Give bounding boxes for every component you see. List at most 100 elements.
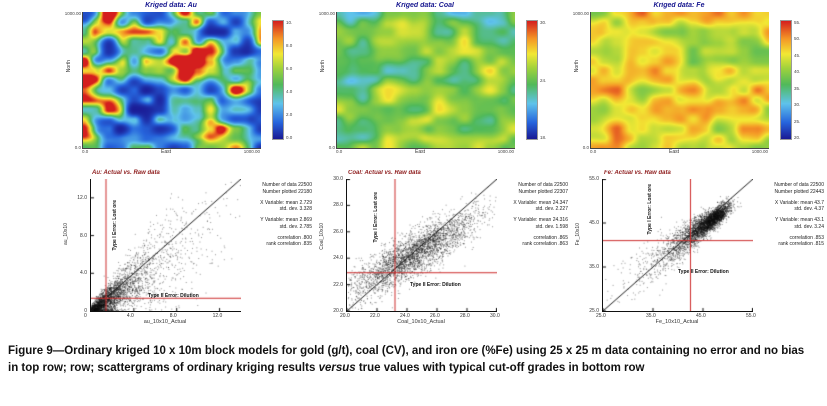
colorbar-tick-label: 8.0 [286, 43, 293, 48]
kriged-map-panel-2: Kriged data: Coal North 1000.00 0.0 30. 24. 18… [312, 2, 560, 158]
stats-line: Number of data 22500 [518, 182, 568, 188]
map-body: North 1000.00 0.0 55. 50. 45. 40. 35. 30. 25. 20. [566, 11, 814, 150]
scatter-title: Fe: Actual vs. Raw data [604, 170, 671, 176]
scatter-y-axis-label: au_10x10 [63, 223, 69, 245]
scatter-x-ticks: 0 4.0 8.0 12.0 [84, 312, 246, 319]
map-x-min-tick: 0.0 [590, 149, 597, 154]
scatter-x-tick-label: 55.0 [746, 313, 756, 319]
colorbar-tick-label: 10. [286, 20, 293, 25]
scatter-x-ticks: 25.0 35.0 45.0 55.0 [596, 312, 758, 319]
scatter-x-tick-label: 45.0 [696, 313, 706, 319]
stats-line: X Variable: mean 43.7 [774, 199, 824, 206]
map-body: North 1000.00 0.0 10. 8.0 6.0 4.0 2.0 0.0 [58, 11, 306, 150]
scattergram-panel-3: Fe: Actual vs. Raw data Fe_10x10 25.0 35.0 4… [574, 170, 826, 325]
scatter-plot-area: Type I Error: Lost ore Type II Error: Dil… [346, 179, 497, 312]
map-x-axis-label: East [160, 149, 171, 155]
type2-error-label: Type II Error: Dilution [678, 268, 729, 275]
stats-line: Y Variable: mean 24.316 [513, 217, 568, 223]
scatter-y-tick-label: 45.0 [589, 220, 599, 226]
colorbar-tick-label: 25. [794, 118, 801, 124]
scatter-x-tick-label: 8.0 [169, 313, 177, 319]
scatter-y-tick-label: 28.0 [333, 202, 343, 209]
caption-italic-versus: versus [318, 362, 356, 375]
colorbar-tick-label: 18. [540, 135, 547, 140]
scatter-x-axis-label: Coal_10x10_Actual [397, 319, 445, 325]
colorbar-tick-label: 30. [540, 20, 547, 25]
map-y-axis-label: North [574, 60, 580, 73]
map-y-axis-label: North [320, 60, 326, 73]
stats-line: rank correlation .835 [266, 241, 312, 248]
scatter-x-tick-label: 25.0 [596, 313, 606, 319]
scattergram-panel-1: Au: Actual vs. Raw data au_10x10 0 4.0 8.0 12… [62, 170, 314, 325]
scattergram-panel-2: Coal: Actual vs. Raw data Coal_10x10 20.0 2… [318, 170, 570, 325]
scatter-y-tick-label: 20.0 [333, 308, 343, 314]
colorbar-tick-label: 6.0 [286, 66, 293, 71]
colorbar: 55. 50. 45. 40. 35. 30. 25. 20. [780, 20, 800, 140]
map-y-max-tick: 1000.00 [318, 11, 335, 16]
stats-line: std. dev. 1.598 [535, 223, 568, 230]
scatter-canvas [91, 179, 241, 311]
scatter-y-axis-label: Fe_10x10 [575, 223, 581, 246]
scatter-x-tick-label: 35.0 [646, 313, 656, 319]
colorbar-gradient [526, 20, 538, 140]
map-y-max-tick: 1000.00 [64, 11, 81, 16]
scatter-y-tick-label: 4.0 [80, 270, 87, 277]
scatter-x-tick-label: 0 [84, 313, 87, 319]
stats-line: correlation .853 [789, 234, 824, 241]
colorbar: 30. 24. 18. [526, 20, 546, 140]
scatter-x-tick-label: 4.0 [126, 313, 134, 319]
scatter-y-axis-label-col: Coal_10x10 [318, 179, 328, 312]
stats-line: X Variable: mean 24.347 [513, 199, 568, 206]
kriged-heatmap-canvas [82, 12, 261, 149]
type2-error-label: Type II Error: Dilution [410, 281, 461, 288]
scatter-y-tick-label: 30.0 [333, 176, 343, 182]
colorbar-ticks: 10. 8.0 6.0 4.0 2.0 0.0 [286, 20, 292, 140]
scatter-y-tick-label: 55.0 [589, 176, 599, 182]
colorbar-tick-label: 45. [794, 52, 801, 58]
stats-line: correlation .800 [277, 234, 312, 241]
type1-error-label: Type I Error: Lost ore [372, 192, 379, 243]
scatter-y-tick-label: 12.0 [77, 194, 87, 201]
scatter-y-tick-label: 26.0 [333, 228, 343, 235]
map-x-max-tick: 1000.00 [243, 149, 260, 154]
colorbar-tick-label: 30. [794, 102, 801, 108]
map-x-min-tick: 0.0 [336, 149, 343, 154]
scatter-x-tick-label: 26.0 [430, 313, 440, 319]
figure-caption: Figure 9—Ordinary kriged 10 x 10m block … [0, 343, 827, 378]
colorbar: 10. 8.0 6.0 4.0 2.0 0.0 [272, 20, 292, 140]
scatter-x-tick-label: 24.0 [400, 313, 410, 319]
map-x-min-tick: 0.0 [82, 149, 89, 154]
stats-line: Number of data 22500 [262, 182, 312, 188]
scatter-stats-block: Number of data 22500 Number plotted 22180… [224, 182, 312, 248]
scatter-x-tick-label: 12.0 [212, 313, 223, 319]
map-body: North 1000.00 0.0 30. 24. 18. [312, 11, 560, 150]
scatter-y-tick-label: 22.0 [333, 281, 343, 288]
scatter-stats-block: Number of data 22500 Number plotted 22307… [480, 182, 568, 248]
scattergrams-row: Au: Actual vs. Raw data au_10x10 0 4.0 8.0 12… [0, 170, 827, 325]
colorbar-tick-label: 0.0 [286, 135, 293, 140]
kriged-heatmap-canvas [336, 12, 515, 149]
colorbar-ticks: 55. 50. 45. 40. 35. 30. 25. 20. [794, 20, 800, 140]
scatter-y-tick-label: 0 [84, 308, 87, 314]
map-y-min-tick: 0.0 [74, 145, 81, 150]
scatter-x-tick-label: 30.0 [490, 313, 500, 319]
map-y-min-tick: 0.0 [582, 145, 589, 150]
stats-line: std. dev. 2.227 [535, 206, 568, 213]
scatter-canvas [347, 179, 497, 311]
scatter-y-tick-label: 25.0 [589, 308, 599, 314]
colorbar-ticks: 30. 24. 18. [540, 20, 546, 140]
stats-line: Y Variable: mean 43.1 [774, 217, 824, 223]
map-y-axis-label: North [66, 60, 72, 73]
caption-text-2: true values with typical cut-off grades … [355, 362, 645, 375]
scatter-body: au_10x10 0 4.0 8.0 12.0 Type I Error: Lost or… [62, 179, 314, 314]
type2-error-label: Type II Error: Dilution [148, 292, 199, 299]
type1-error-label: Type I Error: Lost ore [112, 200, 118, 251]
kriged-map-panel-3: Kriged data: Fe North 1000.00 0.0 55. 50. 45. 4… [566, 2, 814, 158]
stats-line: X Variable: mean 2.729 [260, 199, 312, 206]
colorbar-tick-label: 4.0 [286, 89, 293, 94]
map-y-axis: North 1000.00 0.0 [566, 11, 590, 150]
caption-text-1: Figure 9—Ordinary kriged 10 x 10m block … [8, 345, 805, 375]
map-x-max-tick: 1000.00 [751, 149, 768, 154]
scatter-y-tick-label: 35.0 [589, 264, 599, 270]
colorbar-tick-label: 2.0 [286, 112, 293, 117]
